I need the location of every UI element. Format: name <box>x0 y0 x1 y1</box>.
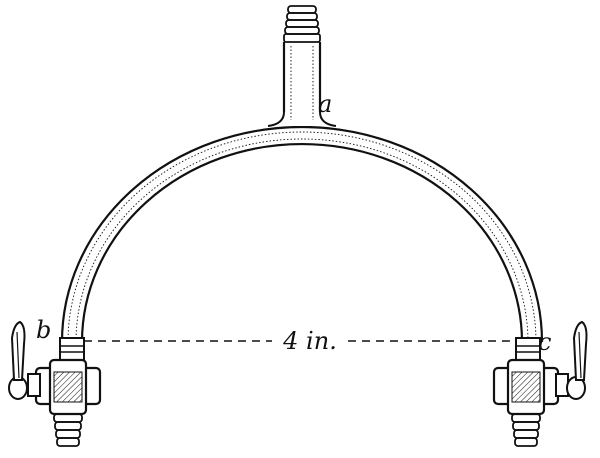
right-stopcock <box>492 320 588 447</box>
label-a: a <box>318 90 332 118</box>
label-b: b <box>36 316 51 344</box>
left-stopcock <box>8 320 102 447</box>
dimension-label: 4 in. <box>282 327 337 355</box>
semicircular-tube <box>60 125 544 343</box>
label-c: c <box>538 328 551 356</box>
top-neck <box>267 5 337 127</box>
top-nozzle <box>283 5 321 43</box>
